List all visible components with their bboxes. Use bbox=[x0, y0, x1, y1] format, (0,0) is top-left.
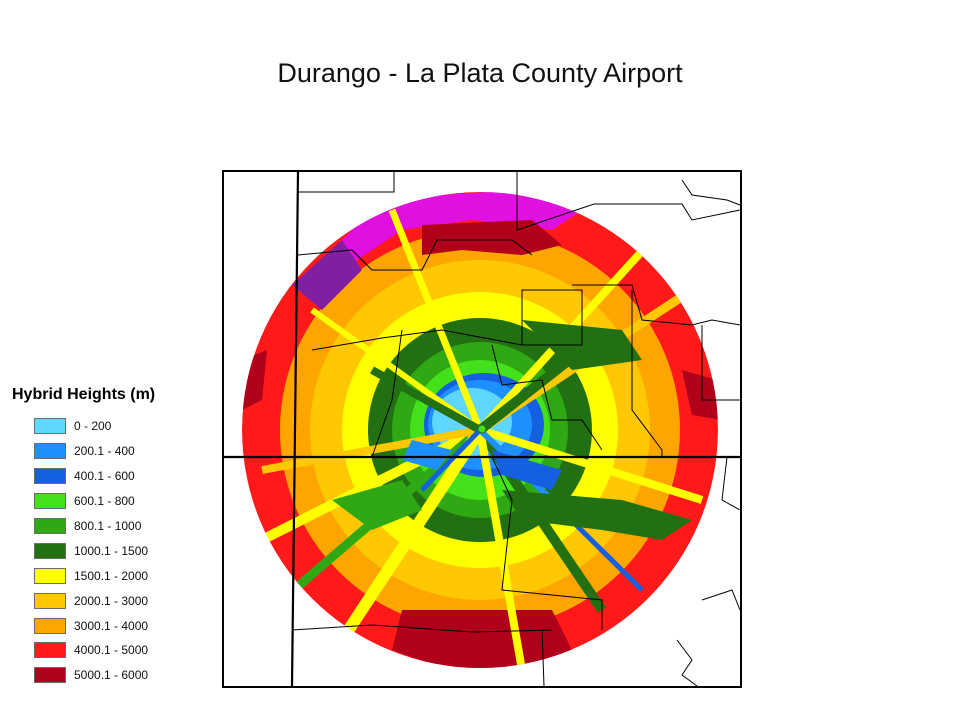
legend-swatch bbox=[34, 493, 66, 510]
legend-swatch bbox=[34, 468, 66, 485]
legend-swatch bbox=[34, 592, 66, 609]
slide-title: Durango - La Plata County Airport bbox=[277, 58, 683, 88]
legend-label: 800.1 - 1000 bbox=[74, 519, 142, 533]
legend-swatch bbox=[34, 443, 66, 460]
legend-swatch bbox=[34, 617, 66, 634]
legend-label: 600.1 - 800 bbox=[74, 494, 135, 509]
legend-label: 1500.1 - 2000 bbox=[74, 568, 149, 583]
legend-swatch bbox=[34, 418, 66, 435]
legend-swatch bbox=[34, 667, 66, 684]
radar-site-marker bbox=[477, 424, 487, 434]
legend-item: 600.1 - 800 bbox=[34, 489, 217, 514]
legend-swatch bbox=[34, 642, 66, 659]
lobe-green-southwest bbox=[332, 480, 422, 530]
legend-item: 2000.1 - 3000 bbox=[34, 588, 217, 613]
lobe-blue-southeast bbox=[492, 450, 562, 490]
legend-label: 3000.1 - 4000 bbox=[74, 618, 149, 633]
legend-item: 200.1 - 400 bbox=[34, 439, 217, 464]
legend-items: 0 - 200 200.1 - 400 400.1 - 600 600.1 - … bbox=[12, 414, 217, 688]
legend-label: 200.1 - 400 bbox=[74, 444, 135, 459]
legend-item: 0 - 200 bbox=[34, 414, 217, 439]
patch-dark-red-south bbox=[392, 610, 572, 668]
legend-swatch bbox=[34, 567, 66, 584]
state-line-vertical bbox=[290, 171, 300, 687]
radar-coverage-map bbox=[222, 170, 742, 688]
legend-item: 1500.1 - 2000 bbox=[34, 563, 217, 588]
legend-label: 4000.1 - 5000 bbox=[74, 643, 149, 658]
legend-swatch bbox=[34, 542, 66, 559]
legend-label: 1000.1 - 1500 bbox=[74, 543, 149, 558]
band-purple bbox=[292, 240, 362, 310]
legend-label: 2000.1 - 3000 bbox=[74, 593, 149, 608]
legend-label: 0 - 200 bbox=[74, 419, 112, 434]
legend-title: Hybrid Heights (m) bbox=[12, 386, 156, 403]
legend-item: 3000.1 - 4000 bbox=[34, 613, 217, 638]
legend: Hybrid Heights (m) 0 - 200 200.1 - 400 4… bbox=[12, 386, 217, 688]
legend-item: 4000.1 - 5000 bbox=[34, 638, 217, 663]
lobe-green-southeast bbox=[502, 490, 692, 540]
legend-swatch bbox=[34, 518, 66, 534]
legend-label: 5000.1 - 6000 bbox=[74, 668, 149, 683]
lobe-blue-southwest bbox=[402, 440, 452, 470]
patch-dark-red-north bbox=[422, 220, 562, 255]
boundary-lines bbox=[224, 171, 741, 687]
legend-item: 1000.1 - 1500 bbox=[34, 538, 217, 563]
legend-item: 5000.1 - 6000 bbox=[34, 663, 217, 688]
legend-item: 400.1 - 600 bbox=[34, 464, 217, 489]
legend-label: 400.1 - 600 bbox=[74, 469, 135, 484]
legend-item: 800.1 - 1000 bbox=[34, 514, 217, 539]
